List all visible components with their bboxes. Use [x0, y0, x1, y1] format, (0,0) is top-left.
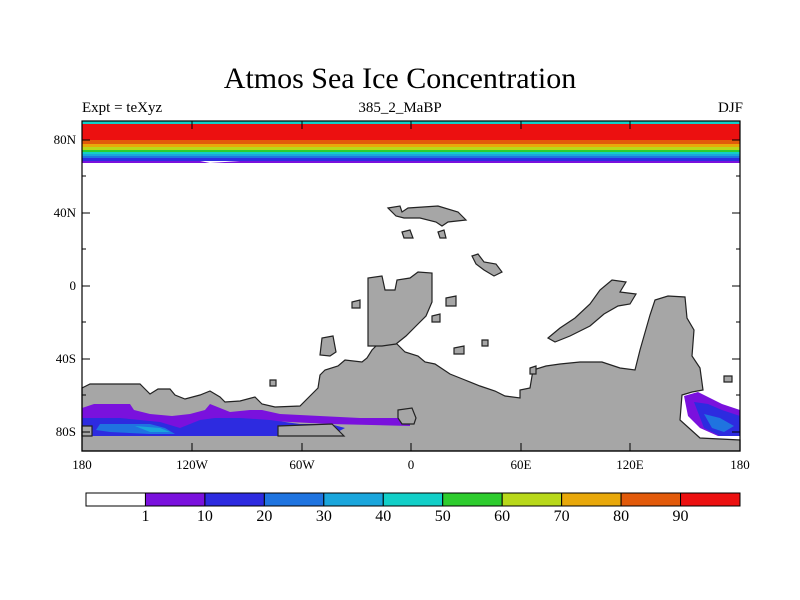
- lat-label-40s: 40S: [56, 351, 76, 366]
- island-8: [529, 365, 537, 375]
- colorbar: [85, 492, 741, 507]
- arctic-band-cyan: [82, 152, 740, 154]
- antarctic-land: [81, 407, 417, 437]
- antarctic-land-block: [397, 407, 417, 425]
- lon-tick-marks: [191, 121, 631, 451]
- north-island-b: [471, 253, 503, 277]
- lon-label-60w: 60W: [289, 457, 315, 472]
- antarctic-land-strip: [277, 423, 346, 437]
- east-continent: [546, 279, 637, 343]
- lon-label-180e: 180: [730, 457, 750, 472]
- experiment-label: Expt = teXyz: [82, 100, 163, 116]
- arctic-band-red: [82, 124, 740, 140]
- colorbar-label: 70: [553, 508, 570, 525]
- colorbar-swatch: [144, 492, 206, 507]
- lon-label-60e: 60E: [511, 457, 532, 472]
- colorbar-label: 60: [494, 508, 511, 525]
- west-landmass: [319, 335, 337, 357]
- lon-labels: 180 120W 60W 0 60E 120E 180: [72, 457, 750, 472]
- antarctic-ice-cyan-west: [135, 426, 170, 432]
- central-continent: [367, 271, 433, 347]
- antarctic-ice-east-lightblue: [704, 414, 734, 432]
- season-label: DJF: [717, 100, 743, 116]
- colorbar-swatch: [323, 492, 384, 507]
- colorbar-swatch: [561, 492, 622, 507]
- north-island-c: [437, 229, 447, 239]
- colorbar-swatch: [680, 492, 741, 507]
- colorbar-swatch: [382, 492, 444, 507]
- colorbar-label: 80: [613, 508, 630, 525]
- antarctic-land-far-west: [81, 425, 93, 437]
- lat-tick-marks: [82, 139, 740, 433]
- island-1: [351, 299, 361, 309]
- colorbar-label: 1: [141, 508, 150, 525]
- arctic-band-amber: [82, 144, 740, 147]
- colorbar-label: 50: [434, 508, 451, 525]
- island-4: [453, 345, 465, 355]
- map-title: Atmos Sea Ice Concentration: [223, 62, 577, 95]
- lat-label-80s: 80S: [56, 424, 76, 439]
- arctic-band-lightblue: [82, 154, 740, 156]
- island-6: [269, 379, 277, 387]
- colorbar-swatch: [501, 492, 563, 507]
- colorbar-label: 90: [672, 508, 689, 525]
- colorbar-label: 30: [315, 508, 332, 525]
- colorbar-label: 40: [375, 508, 392, 525]
- lat-label-80n: 80N: [54, 132, 77, 147]
- lon-label-0: 0: [408, 457, 415, 472]
- north-island-a: [401, 229, 414, 239]
- island-2: [445, 295, 457, 307]
- lat-label-40n: 40N: [54, 205, 77, 220]
- lat-labels: 80N 40N 0 40S 80S: [54, 132, 77, 439]
- arctic-band-orange: [82, 140, 740, 144]
- period-label: 385_2_MaBP: [358, 100, 442, 116]
- colorbar-swatch: [204, 492, 265, 507]
- island-7: [723, 375, 733, 383]
- north-island-large: [386, 205, 468, 227]
- colorbar-label: 20: [256, 508, 273, 525]
- arctic-band-yellowgreen: [82, 147, 740, 150]
- lon-label-120w: 120W: [176, 457, 209, 472]
- arctic-band-purple: [82, 161, 740, 163]
- colorbar-swatch: [85, 492, 146, 507]
- island-5: [481, 339, 489, 347]
- colorbar-swatch: [620, 492, 682, 507]
- lon-label-120e: 120E: [616, 457, 644, 472]
- colorbar-label: 10: [196, 508, 213, 525]
- arctic-band-green: [82, 150, 740, 152]
- island-3: [431, 313, 441, 323]
- arctic-band-blue: [82, 156, 740, 158]
- arctic-band-darkblue: [82, 158, 740, 161]
- colorbar-swatch: [442, 492, 503, 507]
- colorbar-swatch: [263, 492, 325, 507]
- lat-label-0: 0: [70, 278, 77, 293]
- lon-label-180w: 180: [72, 457, 92, 472]
